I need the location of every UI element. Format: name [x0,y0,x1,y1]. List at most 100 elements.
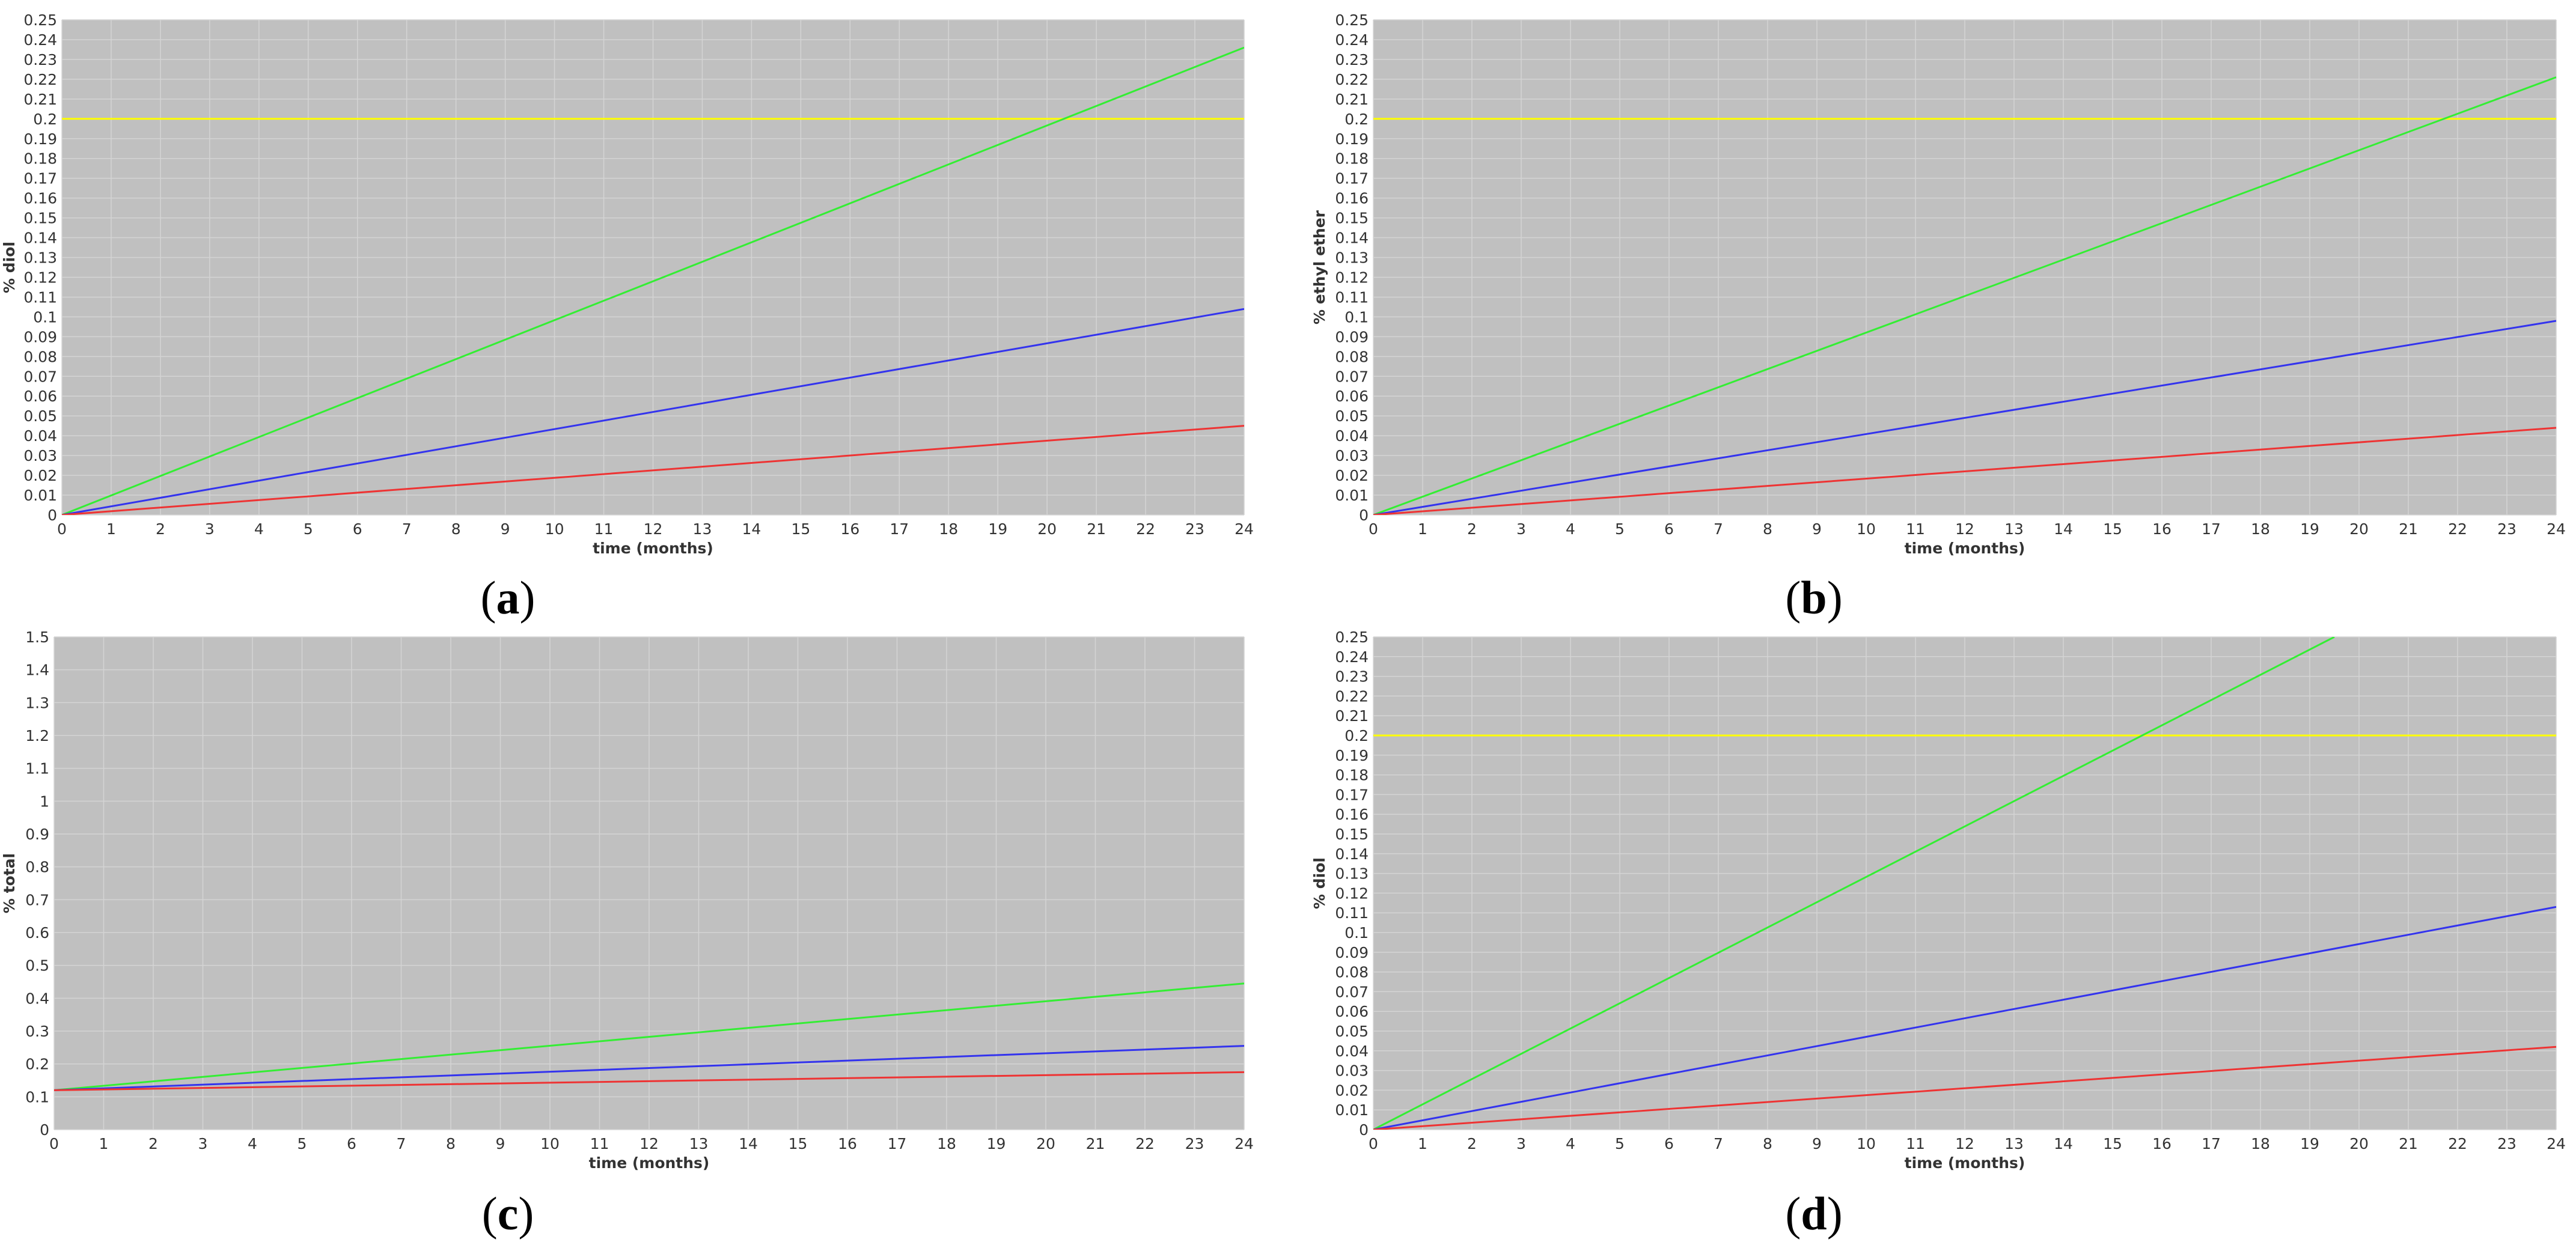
y-tick-label: 1.1 [25,760,49,778]
y-tick-label: 0.15 [23,210,57,227]
x-tick-label: 13 [2004,520,2024,538]
y-tick-label: 1.4 [25,662,49,679]
x-tick-label: 13 [2004,1135,2024,1152]
y-tick-label: 0 [1359,507,1369,524]
y-tick-label: 0.2 [1344,111,1369,128]
y-tick-label: 0.18 [23,150,57,168]
x-tick-label: 8 [1763,1135,1772,1152]
x-tick-label: 7 [1714,1135,1723,1152]
y-tick-label: 0.21 [1335,91,1369,108]
y-tick-label: 1.5 [25,629,49,646]
y-tick-label: 0.3 [25,1023,49,1040]
y-tick-label: 0.13 [1335,249,1369,267]
x-tick-label: 10 [540,1135,560,1152]
y-tick-label: 0.21 [1335,707,1369,725]
x-tick-label: 5 [1615,1135,1625,1152]
y-tick-label: 0.01 [23,487,57,504]
chart-a: 0 1 2 3 4 5 6 7 8 9 10 11 12 13 14 15 16 17 18 19 20 21 22 23 24… [1,11,1254,557]
y-tick-label: 0.12 [1335,884,1369,902]
y-tick-label: 0.21 [23,91,57,108]
x-tick-label: 9 [496,1135,505,1152]
series-line-2 [1373,1046,2556,1130]
series-line-0 [54,982,1244,1091]
y-tick-label: 0.2 [25,1056,49,1073]
x-tick-label: 3 [198,1135,208,1152]
y-tick-label: 0.15 [1335,210,1369,227]
y-tick-label: 0.17 [1335,170,1369,187]
x-tick-label: 7 [402,520,412,538]
x-tick-label: 16 [840,520,859,538]
y-tick-label: 0.01 [1335,487,1369,504]
caption-d-letter: d [1801,1187,1827,1240]
y-tick-label: 0.5 [25,957,49,975]
x-tick-label: 1 [1418,1135,1427,1152]
y-tick-label: 0.1 [1344,924,1369,942]
y-tick-label: 0.01 [1335,1101,1369,1119]
y-tick-label: 0.25 [1335,629,1369,646]
x-tick-label: 23 [2497,520,2516,538]
y-tick-label: 0.06 [1335,388,1369,405]
y-tick-label: 0.14 [23,230,57,247]
x-tick-label: 22 [1135,1135,1155,1152]
x-tick-label: 7 [1714,520,1723,538]
x-tick-label: 18 [2251,1135,2270,1152]
y-tick-label: 0.11 [23,288,57,306]
series-line-1 [1373,906,2556,1130]
series-line-1 [1373,320,2556,515]
x-tick-label: 2 [1467,520,1477,538]
y-axis-label: % diol [1,242,18,293]
x-tick-label: 13 [689,1135,709,1152]
y-tick-label: 0.08 [23,348,57,365]
y-tick-label: 0.09 [1335,944,1369,961]
y-tick-label: 0.18 [1335,150,1369,168]
y-tick-label: 0.24 [23,31,57,49]
chart-d: 0 1 2 3 4 5 6 7 8 9 10 11 12 13 14 15 16 17 18 19 20 21 22 23 24… [1311,629,2566,1172]
x-axis-label: time (months) [589,1154,710,1172]
x-tick-label: 21 [1086,1135,1105,1152]
y-tick-label: 1.2 [25,727,49,744]
x-tick-label: 21 [2399,520,2418,538]
x-tick-label: 24 [2547,1135,2566,1152]
series-line-1 [54,1045,1244,1091]
x-tick-label: 21 [2399,1135,2418,1152]
y-tick-label: 0.09 [1335,328,1369,345]
x-tick-label: 21 [1087,520,1106,538]
y-tick-label: 0.08 [1335,964,1369,981]
series-line-0 [1373,76,2556,515]
y-tick-label: 0.07 [1335,983,1369,1000]
series-line-2 [1373,427,2556,515]
x-tick-label: 24 [2547,520,2566,538]
x-tick-label: 10 [1857,520,1876,538]
x-tick-label: 14 [2054,1135,2073,1152]
x-tick-label: 8 [446,1135,456,1152]
chart-c: 0 1 2 3 4 5 6 7 8 9 10 11 12 13 14 15 16 17 18 19 20 21 22 23 24… [1,629,1254,1172]
x-tick-label: 10 [1857,1135,1876,1152]
x-tick-label: 2 [156,520,165,538]
x-tick-label: 11 [1906,1135,1925,1152]
y-tick-label: 0.04 [1335,1042,1369,1060]
y-tick-label: 0.24 [1335,31,1369,49]
x-tick-label: 8 [451,520,461,538]
x-tick-label: 15 [789,1135,808,1152]
x-tick-label: 0 [1369,520,1378,538]
y-axis-label: % ethyl ether [1311,210,1328,324]
x-tick-label: 7 [397,1135,406,1152]
y-tick-label: 0.4 [25,990,49,1007]
y-tick-label: 0.05 [1335,407,1369,425]
x-tick-label: 0 [57,520,67,538]
x-tick-label: 22 [1136,520,1155,538]
y-tick-label: 0.7 [25,891,49,909]
x-tick-label: 16 [2152,1135,2172,1152]
x-tick-label: 22 [2448,1135,2467,1152]
x-tick-label: 19 [988,520,1007,538]
y-tick-label: 0.11 [1335,904,1369,922]
y-tick-label: 0.13 [23,249,57,267]
y-tick-label: 0.03 [1335,447,1369,464]
x-tick-label: 23 [1185,1135,1204,1152]
y-tick-label: 0.04 [1335,427,1369,445]
x-tick-label: 23 [1185,520,1204,538]
x-tick-label: 15 [791,520,810,538]
x-tick-label: 20 [2349,520,2369,538]
x-tick-label: 20 [1037,520,1057,538]
y-tick-label: 0.22 [23,71,57,88]
